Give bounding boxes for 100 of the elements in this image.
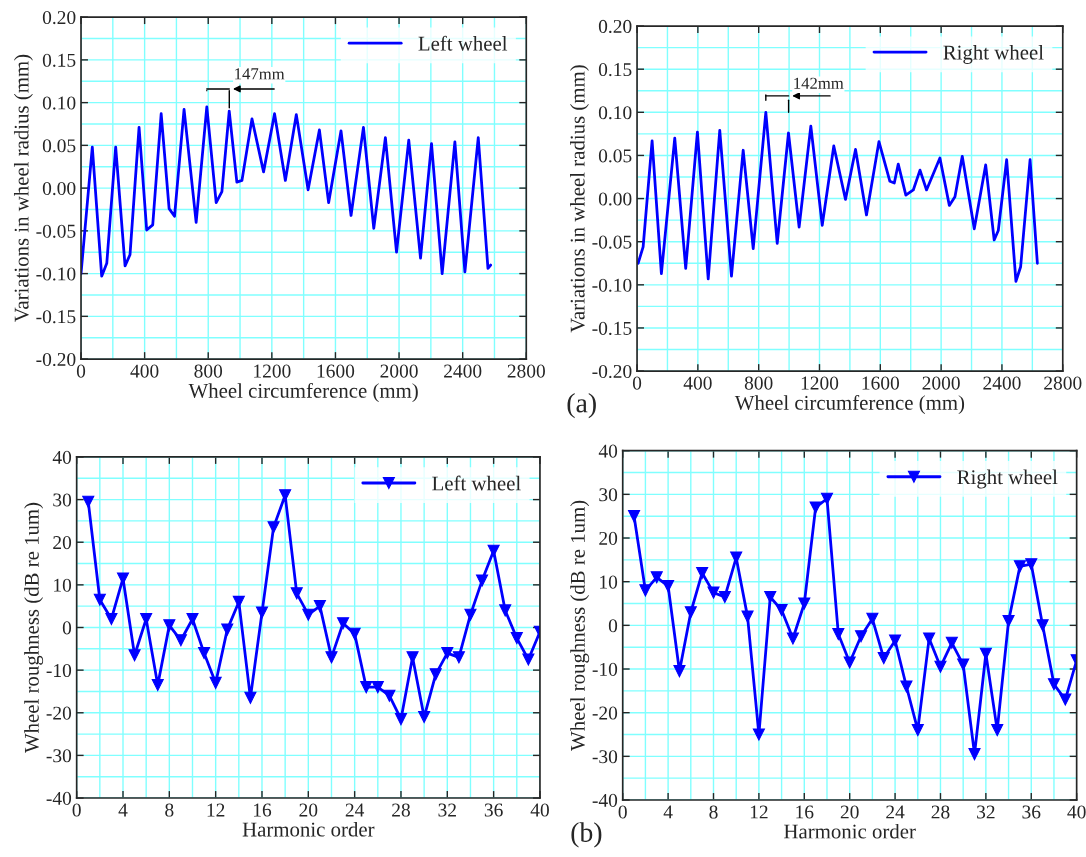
- y-tick-label: -40: [46, 791, 72, 805]
- point: [889, 634, 902, 647]
- y-axis-title: Wheel roughness (dB re 1um): [24, 502, 44, 754]
- x-tick-label: 16: [796, 805, 814, 819]
- point: [198, 647, 211, 660]
- x-tick-label: 8: [709, 805, 718, 819]
- x-tick-label: 24: [886, 805, 905, 819]
- y-tick-label: -10: [46, 663, 72, 678]
- x-tick-label: 2400: [983, 376, 1021, 390]
- x-tick-label: 2800: [507, 364, 545, 378]
- y-axis-title: Variations in wheel radius (mm): [570, 65, 589, 333]
- point: [522, 653, 535, 666]
- x-tick-label: 1200: [254, 364, 291, 378]
- point: [302, 608, 315, 621]
- x-axis-title: Harmonic order: [784, 823, 916, 839]
- y-tick-label: 40: [52, 450, 72, 464]
- point: [255, 606, 269, 619]
- x-tick-label: 1600: [317, 364, 355, 378]
- text: (a): [567, 392, 596, 419]
- point: [718, 590, 731, 604]
- point: [82, 495, 95, 508]
- point: [499, 604, 512, 617]
- point: [336, 617, 350, 630]
- point: [866, 612, 879, 625]
- x-tick-label: 2400: [444, 364, 482, 378]
- x-tick-label: 32: [438, 803, 456, 817]
- point: [418, 710, 431, 724]
- point: [957, 658, 970, 671]
- y-tick-label: -10: [592, 662, 618, 676]
- point: [991, 724, 1004, 737]
- y-tick-label: -0.15: [592, 321, 632, 335]
- x-tick-label: 12: [750, 805, 768, 819]
- point: [93, 593, 106, 606]
- y-tick-label: 20: [599, 531, 618, 545]
- y-tick-label: -20: [592, 706, 618, 720]
- point: [627, 510, 641, 523]
- point: [348, 627, 361, 640]
- point: [1047, 678, 1061, 691]
- point: [510, 632, 523, 645]
- point: [764, 590, 777, 604]
- point: [684, 606, 697, 619]
- point: [1036, 619, 1049, 632]
- y-tick-label: 0.10: [598, 106, 632, 120]
- point: [487, 544, 500, 557]
- y-tick-label: 40: [598, 444, 618, 458]
- point: [267, 521, 280, 534]
- x-tick-label: 0: [76, 364, 86, 378]
- x-tick-label: 1600: [862, 376, 900, 390]
- point: [441, 647, 454, 660]
- y-tick-label: 0.10: [42, 96, 76, 110]
- y-tick-label: -30: [46, 749, 72, 763]
- point: [105, 612, 118, 626]
- point: [313, 600, 326, 613]
- point: [650, 571, 663, 584]
- point: [429, 668, 442, 681]
- point: [383, 689, 396, 702]
- point: [290, 587, 303, 600]
- point: [174, 634, 187, 647]
- y-tick-label: -0.05: [36, 224, 76, 238]
- y-tick-label: 30: [53, 493, 72, 507]
- y-tick-label: 10: [600, 575, 618, 589]
- legend-label: Left wheel: [432, 475, 521, 491]
- point: [934, 660, 947, 673]
- x-tick-label: 0: [632, 376, 642, 390]
- point: [475, 574, 489, 587]
- y-tick-label: 10: [54, 578, 72, 592]
- x-tick-label: 2000: [922, 376, 960, 390]
- point: [911, 724, 924, 737]
- point: [128, 649, 141, 662]
- point: [639, 584, 652, 597]
- point: [360, 681, 373, 694]
- x-tick-label: 400: [130, 364, 159, 378]
- point: [394, 713, 408, 726]
- point: [244, 691, 257, 704]
- point: [843, 656, 856, 669]
- legend-label: Right wheel: [943, 44, 1044, 64]
- y-tick-label: -0.05: [592, 235, 632, 249]
- point: [900, 680, 913, 693]
- y-tick-label: -20: [46, 706, 72, 720]
- point: [923, 632, 936, 645]
- y-tick-label: 0.20: [42, 10, 76, 25]
- line-series: [81, 105, 493, 278]
- y-tick-label: 0.05: [42, 139, 76, 153]
- point: [1013, 560, 1026, 573]
- point: [452, 651, 465, 664]
- point: [1002, 614, 1015, 628]
- annotation: 142mm: [794, 77, 844, 89]
- x-axis-title: Wheel circumference (mm): [188, 382, 418, 403]
- y-tick-label: -0.10: [36, 267, 76, 281]
- x-tick-label: 20: [299, 803, 318, 817]
- point: [798, 597, 811, 610]
- x-tick-label: 28: [931, 805, 950, 819]
- y-tick-label: 0.20: [598, 19, 632, 34]
- point: [186, 612, 199, 626]
- x-tick-label: 8: [165, 803, 174, 817]
- y-tick-label: -0.20: [36, 352, 76, 367]
- x-tick-label: 36: [1022, 805, 1041, 819]
- y-tick-label: 0.05: [598, 149, 632, 163]
- y-tick-label: 0.15: [42, 53, 76, 67]
- x-tick-label: 16: [253, 803, 272, 817]
